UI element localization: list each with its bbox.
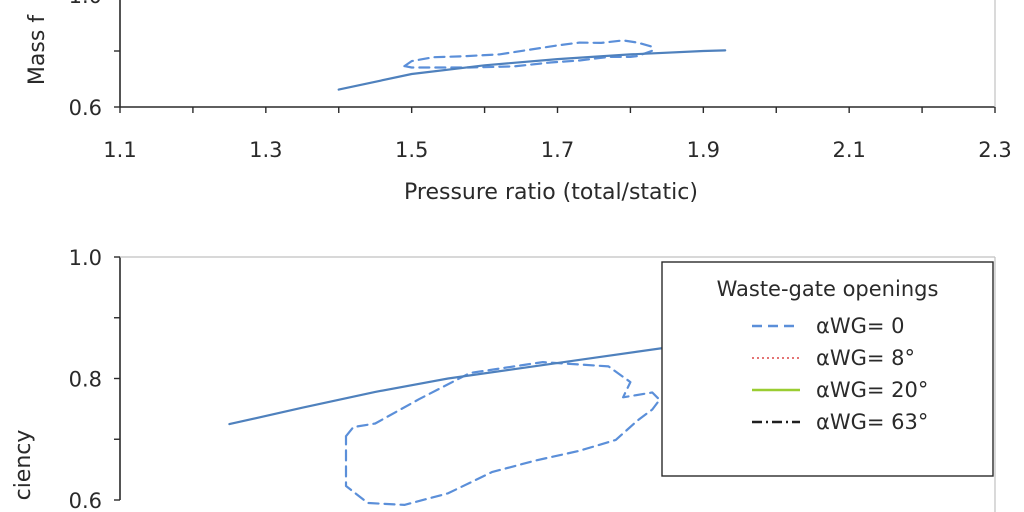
x-tick-label: 1.1 [103,138,136,162]
legend-entry-label: αWG= 0 [816,314,905,338]
y-tick-label: 0.6 [69,96,102,120]
y-tick-label: 0.6 [69,489,102,512]
x-axis-title: Pressure ratio (total/static) [404,180,698,205]
x-tick-label: 1.7 [541,138,574,162]
legend-entry-label: αWG= 63° [816,410,928,434]
x-tick-label: 1.3 [249,138,282,162]
legend-box [661,261,994,477]
legend-title: Waste-gate openings [717,277,939,301]
legend-entry-label: αWG= 20° [816,378,928,402]
series-line-solid [337,49,727,91]
legend-entry-label: αWG= 8° [816,346,915,370]
x-tick-label: 2.3 [978,138,1011,162]
x-tick-label: 1.9 [687,138,720,162]
series-line-dashed [403,39,654,69]
y-tick-label: 1.0 [69,0,102,8]
x-tick-label: 1.5 [395,138,428,162]
y-tick-label: 0.8 [69,368,102,392]
x-tick-label: 2.1 [832,138,865,162]
y-axis-title: ciency [11,430,36,501]
series-line-dashed [344,361,661,506]
y-axis-title: Mass f [25,14,50,85]
y-tick-label: 1.0 [69,246,102,270]
